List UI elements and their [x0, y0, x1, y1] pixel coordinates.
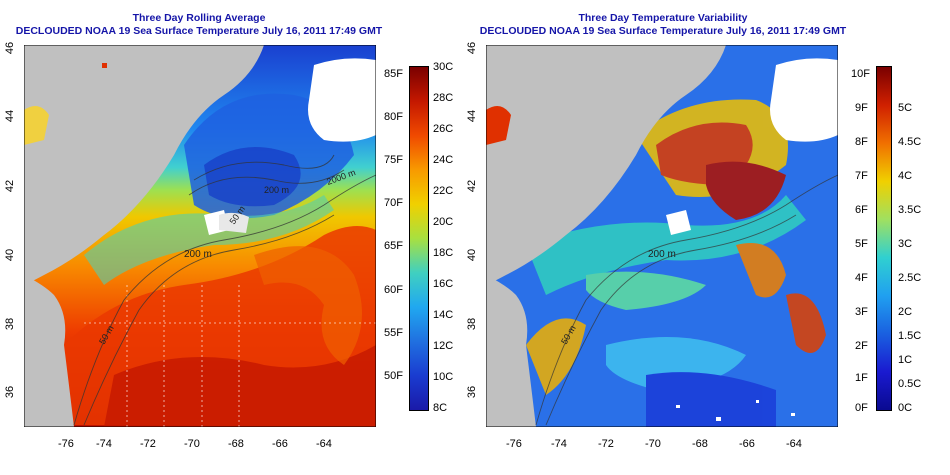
left-colorbar — [409, 66, 429, 411]
right-colorbar — [876, 66, 892, 411]
land-mainland — [24, 45, 264, 285]
left-sst-map: 200 m 200 m 50 m 50 m 2000 m — [23, 44, 377, 432]
variability-patches — [526, 99, 826, 427]
contour-label-200m-2: 200 m — [264, 185, 289, 195]
nova-scotia-cloud — [770, 58, 838, 142]
right-subtitle: DECLOUDED NOAA 19 Sea Surface Temperatur… — [479, 25, 847, 37]
land-coast — [486, 275, 536, 427]
contour-label-200m: 200 m — [648, 249, 676, 260]
bathymetry-contours — [535, 174, 839, 426]
contour-label-200m: 200 m — [184, 249, 212, 260]
land-coast — [24, 275, 74, 427]
left-title: Three Day Rolling Average — [132, 12, 266, 24]
right-title: Three Day Temperature Variability — [578, 12, 748, 24]
bathymetry-contours — [73, 154, 377, 426]
nova-scotia-cloud — [308, 58, 376, 142]
left-subtitle: DECLOUDED NOAA 19 Sea Surface Temperatur… — [15, 25, 383, 37]
land-mainland — [486, 45, 726, 285]
land-warm-patch — [24, 106, 49, 145]
right-variability-map: 200 m 50 m — [485, 44, 839, 432]
